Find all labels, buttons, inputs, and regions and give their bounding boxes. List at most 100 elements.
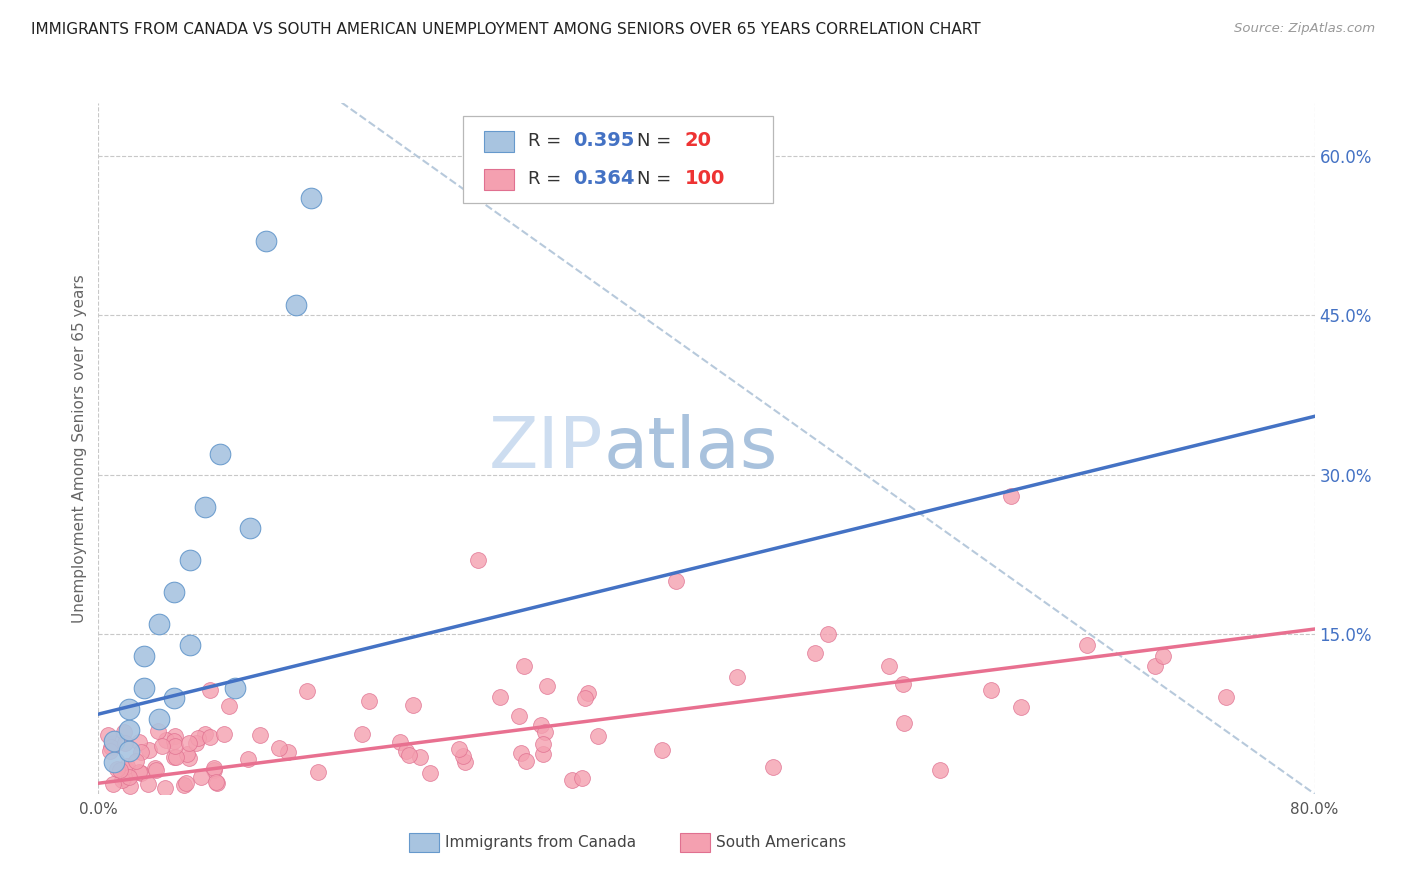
Point	[148, 616, 170, 631]
Text: Immigrants from Canada: Immigrants from Canada	[446, 835, 636, 850]
Point	[817, 627, 839, 641]
Point	[132, 681, 155, 695]
Point	[419, 765, 441, 780]
Bar	[484, 131, 515, 152]
Point	[97, 728, 120, 742]
Point	[132, 648, 155, 663]
Point	[204, 764, 226, 778]
Point	[536, 679, 558, 693]
Point	[152, 739, 174, 753]
Point	[138, 743, 160, 757]
Point	[1010, 700, 1032, 714]
Point	[179, 751, 201, 765]
Point	[508, 709, 530, 723]
Point	[114, 736, 136, 750]
Text: South Americans: South Americans	[716, 835, 846, 850]
Text: IMMIGRANTS FROM CANADA VS SOUTH AMERICAN UNEMPLOYMENT AMONG SENIORS OVER 65 YEAR: IMMIGRANTS FROM CANADA VS SOUTH AMERICAN…	[31, 22, 980, 37]
Point	[194, 726, 217, 740]
Point	[198, 730, 221, 744]
Point	[190, 770, 212, 784]
Point	[359, 694, 381, 708]
Point	[350, 726, 373, 740]
Point	[124, 754, 146, 768]
Point	[145, 764, 167, 778]
Point	[155, 733, 177, 747]
Point	[488, 690, 510, 705]
Point	[762, 760, 785, 774]
Point	[173, 778, 195, 792]
Point	[118, 702, 141, 716]
Point	[100, 740, 122, 755]
Point	[299, 191, 322, 205]
Point	[198, 683, 221, 698]
Point	[531, 737, 554, 751]
FancyBboxPatch shape	[464, 117, 773, 202]
Text: ZIP: ZIP	[489, 414, 603, 483]
Point	[129, 745, 152, 759]
Point	[510, 746, 533, 760]
Point	[1215, 690, 1237, 705]
Point	[205, 776, 228, 790]
Point	[453, 755, 475, 769]
Text: R =: R =	[527, 132, 567, 150]
Point	[467, 553, 489, 567]
Point	[108, 763, 131, 777]
Point	[218, 698, 240, 713]
Point	[388, 735, 411, 749]
Point	[1076, 638, 1098, 652]
Point	[101, 736, 124, 750]
Point	[118, 723, 141, 737]
Point	[877, 659, 900, 673]
Point	[129, 765, 152, 780]
Point	[239, 521, 262, 535]
Point	[128, 734, 150, 748]
Point	[153, 781, 176, 796]
Point	[534, 724, 557, 739]
Point	[665, 574, 688, 589]
Point	[804, 646, 827, 660]
Point	[295, 684, 318, 698]
Point	[651, 743, 673, 757]
Point	[103, 777, 125, 791]
Point	[187, 731, 209, 745]
Point	[148, 713, 170, 727]
Text: N =: N =	[637, 169, 678, 187]
Point	[115, 759, 138, 773]
Point	[143, 761, 166, 775]
Point	[1152, 648, 1174, 663]
Y-axis label: Unemployment Among Seniors over 65 years: Unemployment Among Seniors over 65 years	[72, 274, 87, 623]
Bar	[679, 832, 710, 852]
Point	[588, 729, 610, 743]
Point	[447, 741, 470, 756]
Point	[980, 683, 1002, 698]
Point	[891, 677, 914, 691]
Point	[163, 729, 186, 743]
Point	[1143, 659, 1166, 673]
Point	[402, 698, 425, 712]
Point	[111, 773, 134, 788]
Point	[98, 744, 121, 758]
Point	[893, 716, 915, 731]
Point	[118, 770, 141, 784]
Text: R =: R =	[527, 169, 567, 187]
Point	[163, 584, 186, 599]
Point	[112, 724, 135, 739]
Point	[162, 734, 184, 748]
Point	[194, 500, 217, 514]
Point	[174, 775, 197, 789]
Point	[115, 763, 138, 777]
Point	[112, 771, 135, 785]
Text: 20: 20	[685, 131, 711, 150]
Point	[120, 779, 142, 793]
Point	[254, 234, 277, 248]
Point	[224, 681, 246, 695]
Point	[574, 691, 596, 706]
Point	[179, 638, 201, 652]
Point	[205, 774, 228, 789]
Point	[165, 749, 187, 764]
Point	[530, 718, 553, 732]
Text: N =: N =	[637, 132, 678, 150]
Text: Source: ZipAtlas.com: Source: ZipAtlas.com	[1234, 22, 1375, 36]
Point	[146, 723, 169, 738]
Bar	[409, 832, 439, 852]
